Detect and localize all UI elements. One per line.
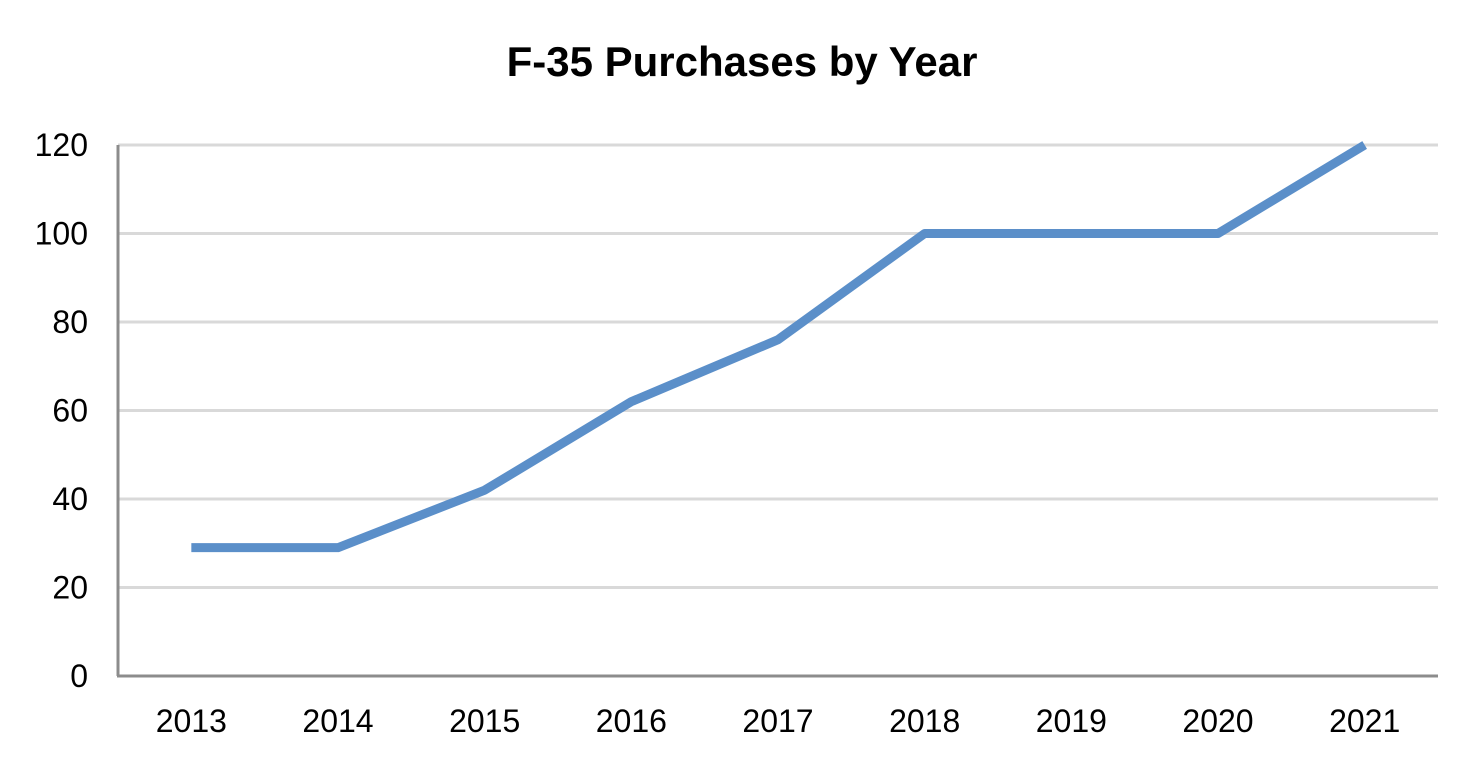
y-tick-label: 100 — [35, 216, 88, 252]
x-tick-label: 2013 — [156, 703, 227, 739]
y-tick-label: 80 — [52, 304, 88, 340]
chart-title: F-35 Purchases by Year — [507, 38, 978, 85]
axes — [116, 145, 1438, 678]
x-tick-label: 2014 — [302, 703, 373, 739]
y-tick-label: 0 — [70, 658, 88, 694]
x-tick-label: 2015 — [449, 703, 520, 739]
x-tick-labels: 2013 2014 2015 2016 2017 2018 2019 2020 2021 — [156, 703, 1401, 739]
series-line — [191, 141, 1367, 553]
x-tick-label: 2020 — [1182, 703, 1253, 739]
x-tick-label: 2019 — [1036, 703, 1107, 739]
gridlines — [118, 143, 1438, 589]
y-tick-label: 60 — [52, 393, 88, 429]
x-tick-label: 2018 — [889, 703, 960, 739]
y-tick-label: 120 — [35, 127, 88, 163]
y-tick-label: 20 — [52, 570, 88, 606]
y-tick-labels: 0 20 40 60 80 100 120 — [35, 127, 88, 694]
x-tick-label: 2016 — [596, 703, 667, 739]
x-tick-label: 2017 — [742, 703, 813, 739]
series-lines — [191, 141, 1367, 553]
y-tick-label: 40 — [52, 481, 88, 517]
x-tick-label: 2021 — [1329, 703, 1400, 739]
